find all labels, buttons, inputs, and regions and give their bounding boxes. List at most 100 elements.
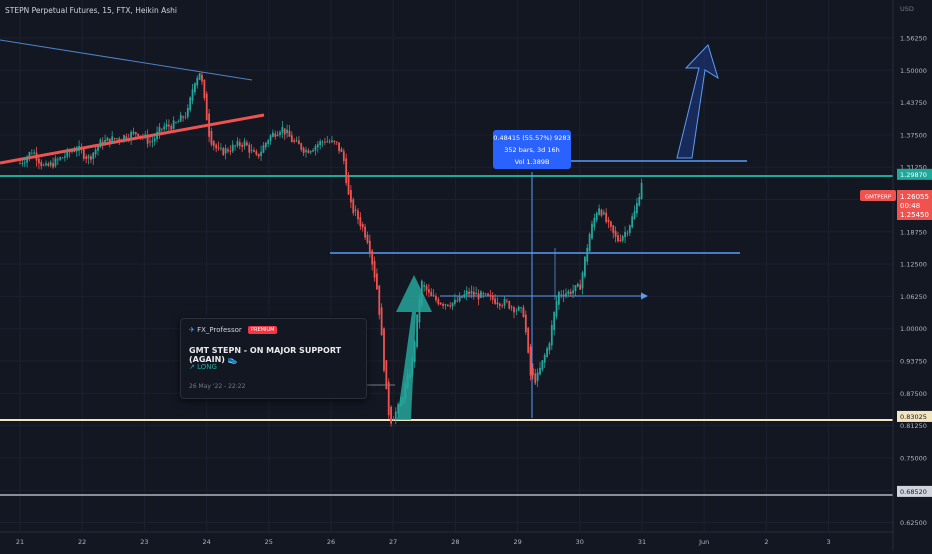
candle-body bbox=[600, 209, 603, 216]
candle-body bbox=[106, 137, 109, 142]
candle-body bbox=[361, 223, 364, 228]
candle-body bbox=[177, 121, 180, 123]
symbol-price-label[interactable]: GMTPERP 1.26055 00:48 1.25450 bbox=[860, 190, 932, 220]
candle-body bbox=[229, 150, 232, 152]
price-scale-bg[interactable] bbox=[893, 0, 932, 550]
candle-body bbox=[496, 302, 499, 305]
candle-body bbox=[368, 240, 371, 254]
price-tick: 1.50000 bbox=[900, 67, 927, 75]
candle-body bbox=[595, 212, 598, 221]
time-tick: 2 bbox=[764, 538, 768, 546]
time-scale-ticks[interactable]: 21 22 23 24 25 26 27 28 29 30 31 Jun 2 3 bbox=[16, 538, 831, 546]
candle-body bbox=[35, 152, 38, 161]
candle-body bbox=[307, 150, 310, 153]
candle-body bbox=[149, 141, 151, 143]
long-arrow-green[interactable] bbox=[396, 275, 432, 420]
symbol-last-price: 1.26055 bbox=[900, 193, 929, 201]
candle-body bbox=[472, 291, 475, 296]
candle-body bbox=[94, 149, 97, 155]
candle-body bbox=[470, 291, 473, 294]
candle-body bbox=[371, 250, 374, 265]
candle-body bbox=[104, 139, 106, 145]
popup-title[interactable]: GMT STEPN - ON MAJOR SUPPORT (AGAIN) 👟 bbox=[189, 346, 342, 364]
candle-body bbox=[567, 290, 570, 295]
upper-trend-line[interactable] bbox=[0, 39, 253, 81]
candle-body bbox=[64, 156, 66, 158]
candle-body bbox=[555, 300, 558, 317]
candle-body bbox=[387, 381, 390, 416]
candle-body bbox=[217, 147, 220, 149]
candle-body bbox=[378, 285, 381, 315]
price-label-box bbox=[897, 485, 932, 497]
time-tick: 23 bbox=[140, 538, 148, 546]
candle-body bbox=[319, 141, 322, 146]
candle-body bbox=[610, 221, 612, 227]
candle-body bbox=[179, 114, 182, 122]
red-trend-line[interactable] bbox=[0, 113, 265, 165]
candle-body bbox=[175, 122, 177, 124]
candle-body bbox=[316, 144, 319, 148]
measure-line1: 0.48415 (55.57%) 9283 bbox=[493, 134, 570, 142]
candle-body bbox=[68, 151, 71, 153]
price-tick: 1.18750 bbox=[900, 228, 927, 236]
popup-direction: ↗ LONG bbox=[189, 363, 217, 371]
candle-body bbox=[191, 89, 194, 101]
candle-body bbox=[324, 141, 326, 143]
candle-body bbox=[184, 116, 187, 118]
candle-body bbox=[73, 151, 76, 153]
popup-author[interactable]: FX_Professor bbox=[197, 326, 242, 334]
candle-body bbox=[186, 107, 189, 117]
price-tick: 0.62500 bbox=[900, 519, 927, 527]
candle-body bbox=[413, 341, 416, 363]
candle-body bbox=[449, 305, 452, 307]
candle-body bbox=[326, 141, 329, 143]
candle-body bbox=[520, 307, 522, 309]
candle-body bbox=[243, 141, 246, 147]
candle-body bbox=[593, 217, 596, 228]
candle-body bbox=[345, 158, 348, 184]
idea-popup[interactable]: ✈ FX_Professor PREMIUM GMT STEPN - ON MA… bbox=[180, 318, 367, 399]
candle-body bbox=[61, 157, 64, 159]
candle-body bbox=[503, 298, 506, 306]
candle-body bbox=[295, 140, 298, 142]
candle-body bbox=[99, 139, 102, 148]
candle-body bbox=[238, 142, 241, 146]
projection-arrow-blue[interactable] bbox=[676, 44, 719, 159]
price-tick: 0.81250 bbox=[900, 422, 927, 430]
candle-body bbox=[139, 135, 142, 137]
candle-body bbox=[279, 132, 281, 136]
measure-label[interactable]: 0.48415 (55.57%) 9283 352 bars, 3d 16h V… bbox=[493, 130, 571, 169]
candle-body bbox=[439, 302, 442, 305]
rocket-icon: ✈ bbox=[189, 326, 195, 334]
candle-body bbox=[338, 142, 340, 152]
candle-body bbox=[510, 306, 513, 308]
time-tick: 3 bbox=[827, 538, 831, 546]
candle-body bbox=[118, 138, 121, 141]
candle-body bbox=[189, 97, 192, 111]
candle-body bbox=[335, 141, 338, 143]
candle-body bbox=[281, 126, 284, 133]
candle-body bbox=[501, 305, 504, 307]
candle-body bbox=[160, 128, 163, 130]
candle-body bbox=[92, 152, 95, 159]
candle-body bbox=[130, 132, 132, 140]
candle-body bbox=[333, 140, 336, 142]
candle-body bbox=[257, 153, 260, 157]
candle-body bbox=[215, 144, 218, 149]
candle-body bbox=[425, 285, 428, 291]
candle-body bbox=[522, 307, 525, 318]
candle-body bbox=[19, 163, 21, 165]
candle-body bbox=[264, 142, 267, 148]
candle-body bbox=[212, 141, 215, 146]
candle-body bbox=[208, 113, 210, 137]
candle-body bbox=[444, 304, 447, 306]
candle-body bbox=[231, 144, 234, 152]
candle-body bbox=[468, 291, 470, 295]
candle-body bbox=[435, 296, 437, 301]
candle-body bbox=[75, 150, 78, 152]
candle-body bbox=[569, 291, 572, 295]
price-tick: 1.43750 bbox=[900, 99, 927, 107]
price-tick: 1.06250 bbox=[900, 293, 927, 301]
